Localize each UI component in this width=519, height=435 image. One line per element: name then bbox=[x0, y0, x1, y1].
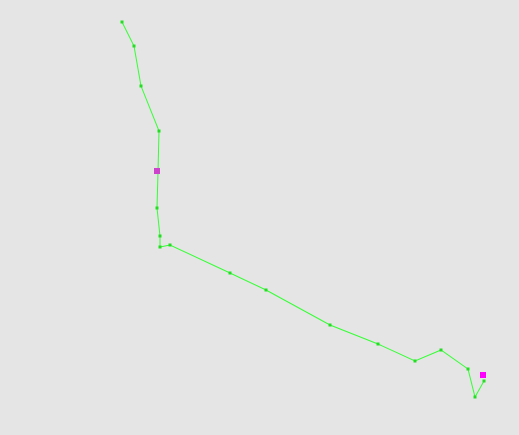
route-vertex[interactable] bbox=[121, 21, 124, 24]
route-vertex[interactable] bbox=[140, 85, 143, 88]
route-vertex[interactable] bbox=[159, 235, 162, 238]
route-vertex[interactable] bbox=[158, 130, 161, 133]
route-vertex[interactable] bbox=[483, 380, 486, 383]
route-marker[interactable] bbox=[154, 168, 160, 174]
route-vertex[interactable] bbox=[156, 207, 159, 210]
route-vertex[interactable] bbox=[329, 324, 332, 327]
route-vertex[interactable] bbox=[159, 246, 162, 249]
route-vertex[interactable] bbox=[377, 343, 380, 346]
route-vertex[interactable] bbox=[265, 289, 268, 292]
route-vertex[interactable] bbox=[414, 360, 417, 363]
route-vertex[interactable] bbox=[229, 272, 232, 275]
route-vertex[interactable] bbox=[440, 349, 443, 352]
route-marker[interactable] bbox=[480, 372, 486, 378]
route-vertex[interactable] bbox=[474, 396, 477, 399]
route-vertex[interactable] bbox=[133, 45, 136, 48]
route-vertex[interactable] bbox=[467, 368, 470, 371]
route-vertex[interactable] bbox=[169, 244, 172, 247]
